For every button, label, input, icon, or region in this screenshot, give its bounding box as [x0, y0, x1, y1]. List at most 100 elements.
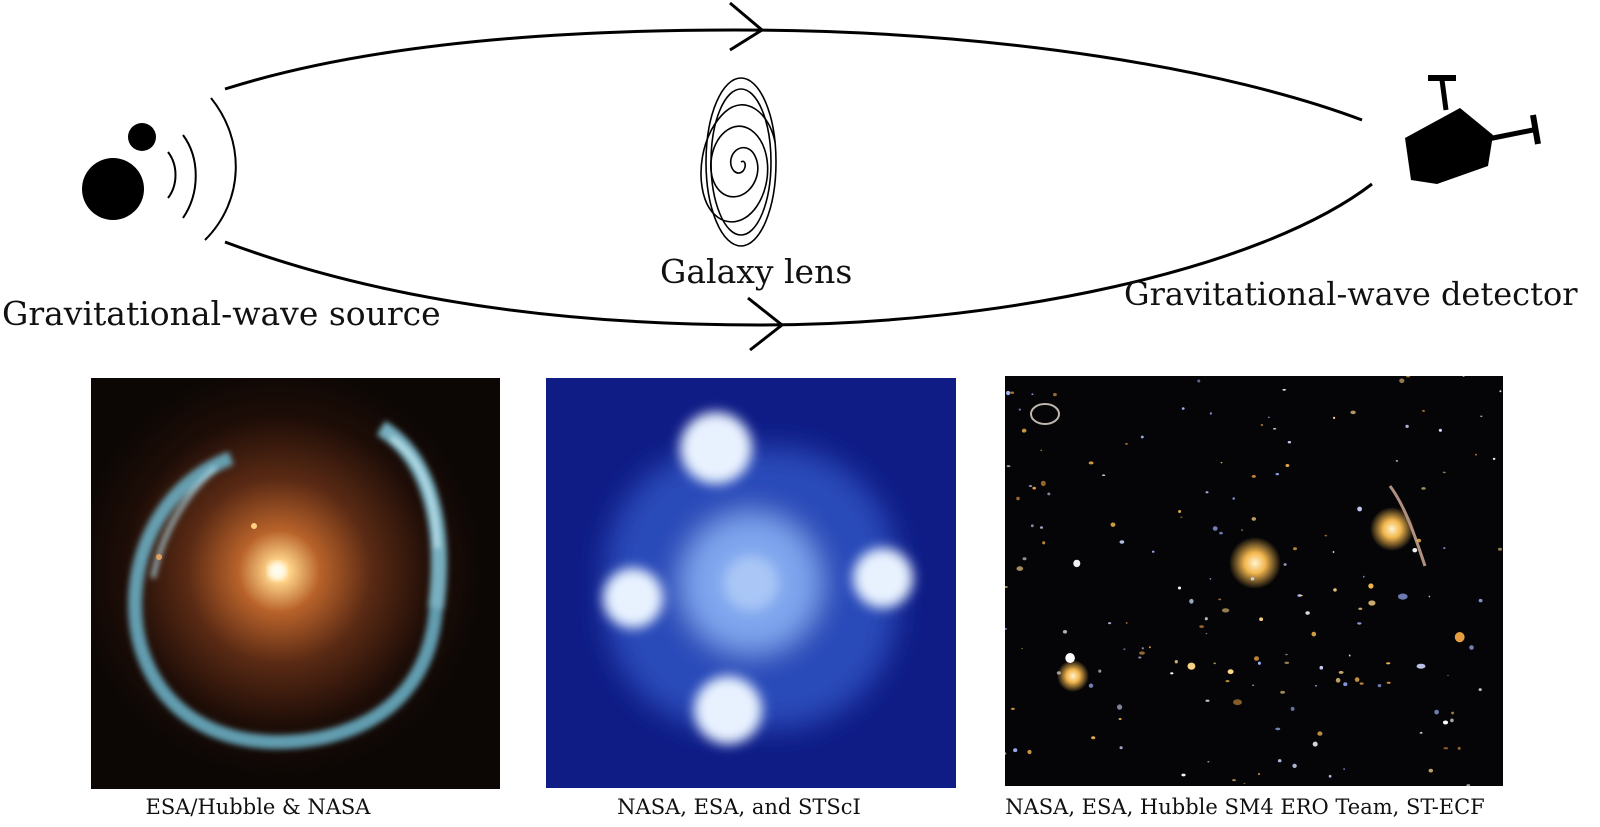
- cluster-galaxy-dot: [1328, 774, 1332, 778]
- cluster-galaxy-dot: [1438, 428, 1442, 432]
- cluster-galaxy-dot: [1422, 409, 1425, 412]
- cluster-galaxy-dot: [1227, 669, 1234, 675]
- cluster-galaxy-dot: [1181, 773, 1186, 777]
- cluster-galaxy-dot: [1233, 699, 1242, 706]
- cluster-galaxy-dot: [1053, 393, 1057, 397]
- cluster-galaxy-dot: [1287, 441, 1292, 444]
- cluster-galaxy-dot: [1405, 376, 1411, 378]
- cluster-galaxy-dot: [1205, 491, 1209, 494]
- cluster-galaxy-dot: [1292, 763, 1297, 768]
- cluster-galaxy-dot: [1139, 651, 1145, 655]
- cluster-galaxy-dot: [1442, 471, 1446, 474]
- cluster-galaxy-dot: [1117, 704, 1123, 710]
- cluster-galaxy-dot: [1042, 541, 1046, 545]
- cluster-galaxy-dot: [1421, 487, 1426, 490]
- einstein-cross-image: [546, 378, 956, 788]
- cluster-galaxy-dot: [1412, 548, 1418, 553]
- binary-source-icon: [82, 97, 237, 241]
- cluster-galaxy-dot: [1443, 747, 1448, 750]
- cluster-galaxy-dot: [1187, 662, 1196, 670]
- cluster-galaxy-dot: [1275, 727, 1281, 731]
- cluster-galaxy-dot: [1123, 648, 1126, 650]
- cluster-galaxy-dot: [1027, 749, 1032, 755]
- cluster-galaxy-dot: [1363, 575, 1365, 578]
- cluster-galaxy-dot: [1395, 460, 1399, 462]
- cluster-galaxy-dot: [1478, 598, 1483, 603]
- cluster-galaxy-dot: [1108, 622, 1112, 625]
- cluster-galaxy-dot: [1368, 583, 1374, 589]
- cluster-galaxy-dot: [1005, 627, 1007, 630]
- cluster-galaxy-dot: [1260, 423, 1264, 427]
- cluster-galaxy-dot: [1280, 690, 1286, 694]
- cluster-galaxy-dot: [1443, 547, 1446, 549]
- cluster-galaxy-dot: [1257, 773, 1261, 775]
- cluster-galaxy-dot: [1241, 529, 1244, 531]
- cluster-galaxy-dot: [1457, 746, 1461, 750]
- cluster-galaxy-dot: [1315, 684, 1317, 687]
- cluster-galaxy-dot: [1243, 782, 1246, 785]
- cluster-galaxy-dot: [1358, 607, 1363, 610]
- cluster-galaxy-dot: [1125, 622, 1128, 624]
- cluster-galaxy-dot: [1151, 550, 1155, 553]
- cluster-galaxy-dot: [1021, 428, 1027, 433]
- cluster-galaxy-dot: [1333, 416, 1336, 419]
- cluster-galaxy-dot: [1098, 669, 1102, 673]
- cluster-galaxy-dot: [1405, 424, 1409, 428]
- cluster-galaxy-dot: [1252, 684, 1255, 686]
- detector-satellite-icon: [1405, 75, 1541, 184]
- cluster-galaxy-dot: [1348, 654, 1351, 657]
- cluster-galaxy-dot: [1359, 682, 1364, 685]
- cluster-galaxy-dot: [1285, 653, 1288, 656]
- cluster-galaxy-dot: [1277, 759, 1282, 763]
- lower-arrow-icon: [747, 296, 785, 352]
- cluster-galaxy-dot: [1119, 746, 1123, 750]
- cluster-galaxy-dot: [1251, 517, 1256, 521]
- cluster-galaxy-dot: [1377, 684, 1382, 688]
- cluster-galaxy-dot: [1343, 768, 1345, 770]
- cluster-galaxy-dot: [1257, 661, 1261, 665]
- cluster-galaxy-dot: [1218, 598, 1222, 601]
- cluster-galaxy-dot: [1212, 526, 1218, 531]
- cluster-galaxy-dot: [1028, 485, 1033, 487]
- cluster-galaxy-dot: [1268, 416, 1270, 418]
- cluster-galaxy-dot: [1032, 486, 1036, 490]
- credit-einstein-ring: ESA/Hubble & NASA: [145, 795, 371, 819]
- cluster-galaxy-dot: [1125, 443, 1128, 445]
- credit-einstein-cross: NASA, ESA, and STScI: [617, 795, 861, 819]
- cluster-galaxy-dot: [1450, 718, 1454, 723]
- cluster-galaxy-dot: [1220, 462, 1223, 464]
- cluster-galaxy-dot: [1498, 547, 1502, 551]
- cluster-galaxy-dot: [1209, 412, 1213, 415]
- cluster-galaxy-dot: [1299, 594, 1303, 597]
- cluster-galaxy-dot: [1065, 653, 1075, 663]
- cluster-galaxy-dot: [1177, 586, 1182, 590]
- cluster-galaxy-dot: [1141, 647, 1144, 650]
- cluster-galaxy-dot: [1399, 378, 1405, 384]
- cluster-galaxy-dot: [1199, 625, 1204, 628]
- cluster-galaxy-dot: [1209, 578, 1212, 580]
- cluster-galaxy-dot: [1259, 617, 1264, 621]
- cluster-galaxy-dot: [1040, 449, 1043, 451]
- cluster-galaxy-dot: [1272, 428, 1277, 430]
- cluster-galaxy-dot: [1062, 630, 1068, 634]
- cluster-galaxy-dot: [1317, 731, 1323, 736]
- cluster-galaxy-dot: [1428, 595, 1431, 598]
- cluster-galaxy-dot: [1305, 611, 1310, 615]
- cluster-galaxy-dot: [1293, 547, 1297, 551]
- cluster-galaxy-dot: [1174, 660, 1178, 664]
- cluster-galaxy-dot: [1110, 522, 1116, 527]
- cluster-galaxy-dot: [1312, 741, 1318, 747]
- cluster-galaxy-dot: [1350, 410, 1356, 415]
- cluster-galaxy-dot: [1434, 709, 1439, 715]
- cluster-galaxy-dot: [1499, 390, 1502, 393]
- cluster-galaxy-dot: [1207, 761, 1210, 763]
- cluster-galaxy-dot: [1197, 379, 1201, 383]
- cluster-galaxy-dot: [1010, 391, 1015, 394]
- cluster-galaxy-dot: [1324, 534, 1328, 537]
- cluster-galaxy-dot: [1219, 531, 1223, 535]
- cluster-galaxy-dot: [1119, 540, 1125, 544]
- cluster-galaxy-dot: [1088, 683, 1094, 688]
- cluster-galaxy-dot: [1016, 566, 1024, 571]
- cluster-galaxy-dot: [1333, 588, 1337, 592]
- cluster-galaxy-dot: [1178, 510, 1182, 513]
